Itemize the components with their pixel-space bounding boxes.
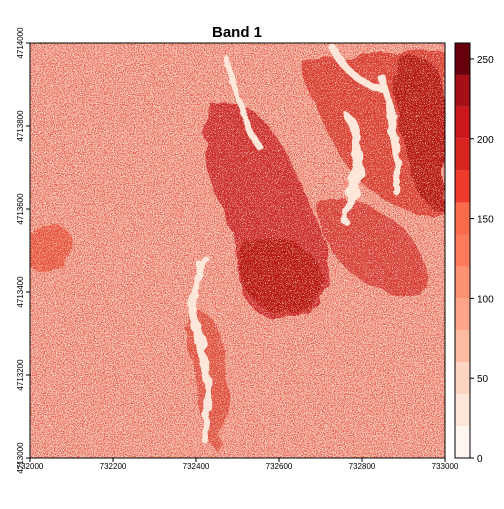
y-tick-label: 4713800 <box>16 110 25 142</box>
x-tick-label: 732200 <box>100 462 127 471</box>
x-tick-label: 732000 <box>17 462 44 471</box>
legend-color-bin <box>455 234 470 267</box>
legend-color-bin <box>455 170 470 203</box>
legend-frame <box>454 42 471 459</box>
x-tick-label: 732400 <box>183 462 210 471</box>
y-tick-label: 4713200 <box>16 359 25 391</box>
legend-color-bin <box>455 106 470 139</box>
x-tick-label: 732600 <box>266 462 293 471</box>
plot-frame <box>29 42 446 459</box>
legend-tick-label: 200 <box>477 135 494 146</box>
raster-image <box>30 43 445 458</box>
raster-speckle-pale <box>30 43 445 458</box>
color-legend: 0 50 100 150 200 250 <box>454 42 494 465</box>
legend-color-bin <box>455 266 470 299</box>
x-tick-label: 733000 <box>432 462 459 471</box>
y-tick-label: 4713600 <box>16 193 25 225</box>
legend-color-bin <box>455 394 470 427</box>
x-axis: 732000 732200 732400 732600 732800 733000 <box>17 458 459 471</box>
legend-color-bin <box>455 298 470 331</box>
legend-tick-label: 0 <box>477 454 483 465</box>
y-axis: 4713000 4713200 4713400 4713600 4713800 47140… <box>16 27 30 474</box>
legend-tick-label: 50 <box>477 374 489 385</box>
legend-color-bin <box>455 426 470 458</box>
y-tick-label: 4713000 <box>16 442 25 474</box>
x-tick-label: 732800 <box>349 462 376 471</box>
y-tick-label: 4713400 <box>16 276 25 308</box>
legend-color-bin <box>455 138 470 171</box>
legend-color-bin <box>455 330 470 363</box>
legend-color-bin <box>455 43 470 75</box>
legend-color-bin <box>455 202 470 235</box>
legend-tick-label: 150 <box>477 215 494 226</box>
y-tick-label: 4714000 <box>16 27 25 59</box>
legend-color-bin <box>455 362 470 395</box>
legend-tick-label: 100 <box>477 294 494 305</box>
legend-tick-label: 250 <box>477 55 494 66</box>
legend-color-bin <box>455 74 470 107</box>
map-title: Band 1 <box>212 24 262 41</box>
